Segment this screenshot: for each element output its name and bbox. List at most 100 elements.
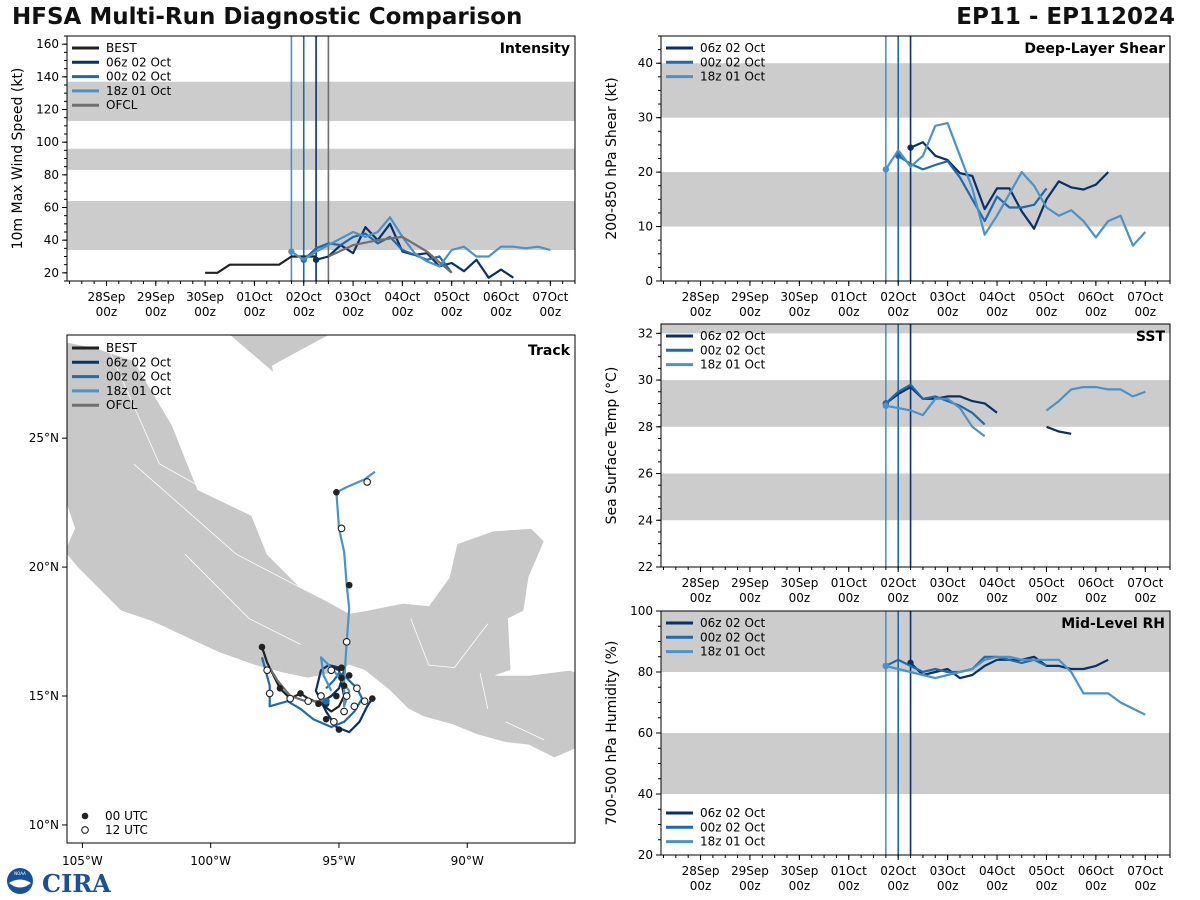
series-line xyxy=(884,122,1147,247)
legend-label: 06z 02 Oct xyxy=(106,55,172,69)
plot-area xyxy=(661,324,1170,567)
noaa-text: NOAA xyxy=(14,871,26,876)
legend-marker-00utc xyxy=(81,812,89,820)
x-tick-label: 05Oct xyxy=(434,290,470,304)
x-tick-label: 00z xyxy=(986,879,1008,893)
marker-00utc xyxy=(315,700,322,708)
state-border xyxy=(505,721,545,741)
marker-00utc xyxy=(333,692,340,700)
x-tick-label: 28Sep xyxy=(682,864,720,878)
x-tick-label: 00z xyxy=(392,305,414,319)
panel-rh: 2040608010028Sep00z29Sep00z30Sep00z01Oct… xyxy=(604,604,1171,893)
legend-label: 06z 02 Oct xyxy=(106,355,172,369)
legend-label: 18z 01 Oct xyxy=(700,358,766,372)
legend-label: 18z 01 Oct xyxy=(106,84,172,98)
y-tick-label: 26 xyxy=(638,467,653,481)
x-tick-label: 01Oct xyxy=(831,576,867,590)
x-tick-label: 00z xyxy=(838,305,860,319)
marker-00utc xyxy=(322,715,330,723)
y-tick-label: 60 xyxy=(638,726,653,740)
legend-label: 00z 02 Oct xyxy=(700,630,766,644)
lat-tick-label: 10°N xyxy=(29,818,59,832)
y-tick-label: 80 xyxy=(44,168,59,182)
legend-label: 06z 02 Oct xyxy=(700,616,766,630)
marker-12utc xyxy=(263,666,271,675)
marker-00utc xyxy=(338,674,345,682)
init-marker xyxy=(882,166,890,173)
x-tick-label: 00z xyxy=(838,591,860,605)
x-tick-label: 00z xyxy=(690,591,712,605)
legend-label: 18z 01 Oct xyxy=(106,384,172,398)
shaded-band xyxy=(661,172,1170,227)
series-line xyxy=(885,655,1146,716)
panel-title: Track xyxy=(528,343,571,359)
y-tick-label: 32 xyxy=(638,326,653,340)
marker-12utc xyxy=(342,692,351,700)
series-line xyxy=(910,141,1109,230)
x-tick-label: 29Sep xyxy=(137,290,175,304)
x-tick-label: 00z xyxy=(441,305,463,319)
map-area xyxy=(67,335,575,759)
x-tick-label: 04Oct xyxy=(979,290,1015,304)
legend-label: BEST xyxy=(106,41,137,55)
x-tick-label: 07Oct xyxy=(532,290,568,304)
map-frame xyxy=(66,334,576,844)
x-tick-label: 00z xyxy=(1036,879,1058,893)
x-tick-label: 00z xyxy=(1085,591,1107,605)
state-border xyxy=(133,463,301,589)
x-tick-label: 07Oct xyxy=(1127,576,1163,590)
x-tick-label: 00z xyxy=(690,879,712,893)
plot-area xyxy=(661,36,1170,281)
panel-shear: 01020304028Sep00z29Sep00z30Sep00z01Oct00… xyxy=(604,35,1171,319)
marker-00utc xyxy=(276,684,284,692)
x-tick-label: 00z xyxy=(789,591,811,605)
legend-label: 06z 02 Oct xyxy=(700,806,766,820)
land-us xyxy=(228,335,331,413)
series-line xyxy=(205,255,317,274)
y-axis-label: 200-850 hPa Shear (kt) xyxy=(604,77,620,239)
track-line xyxy=(260,657,364,729)
lon-tick-label: 105°W xyxy=(62,854,103,868)
marker-00utc xyxy=(345,672,353,679)
x-tick-label: 00z xyxy=(96,305,118,319)
legend-label: 06z 02 Oct xyxy=(700,41,766,55)
y-tick-label: 80 xyxy=(638,665,653,679)
shaded-band xyxy=(67,200,575,250)
x-tick-label: 28Sep xyxy=(88,290,126,304)
legend-label: 18z 01 Oct xyxy=(700,835,766,849)
x-tick-label: 00z xyxy=(1036,591,1058,605)
marker-12utc xyxy=(304,697,313,706)
y-tick-label: 60 xyxy=(44,201,59,215)
x-tick-label: 00z xyxy=(887,591,909,605)
legend-marker-12utc xyxy=(81,826,89,834)
x-tick-label: 28Sep xyxy=(682,576,720,590)
x-tick-label: 00z xyxy=(789,305,811,319)
y-tick-label: 40 xyxy=(638,56,653,70)
state-border xyxy=(184,553,301,645)
marker-00utc xyxy=(369,695,376,702)
y-tick-label: 0 xyxy=(645,274,653,288)
y-tick-label: 100 xyxy=(36,135,59,149)
x-tick-label: 29Sep xyxy=(731,290,769,304)
legend-label: 12 UTC xyxy=(105,823,148,837)
lat-tick-label: 15°N xyxy=(29,689,59,703)
marker-12utc xyxy=(360,697,369,706)
marker-12utc xyxy=(337,524,346,533)
y-tick-label: 20 xyxy=(638,165,653,179)
marker-12utc xyxy=(363,478,372,486)
marker-12utc xyxy=(286,694,295,703)
legend-label: 00z 02 Oct xyxy=(700,820,766,834)
x-tick-label: 28Sep xyxy=(682,290,720,304)
storm-id: EP11 - EP112024 xyxy=(956,4,1175,30)
x-tick-label: 01Oct xyxy=(831,864,867,878)
lon-tick-label: 90°W xyxy=(451,854,484,868)
x-tick-label: 04Oct xyxy=(979,864,1015,878)
noaa-bird-icon xyxy=(9,879,31,888)
x-tick-label: 00z xyxy=(739,305,761,319)
init-marker xyxy=(312,256,320,263)
marker-12utc xyxy=(329,717,338,726)
x-tick-label: 30Sep xyxy=(186,290,224,304)
track-line xyxy=(314,664,374,734)
y-axis-label: 700-500 hPa Humidity (%) xyxy=(604,641,620,826)
